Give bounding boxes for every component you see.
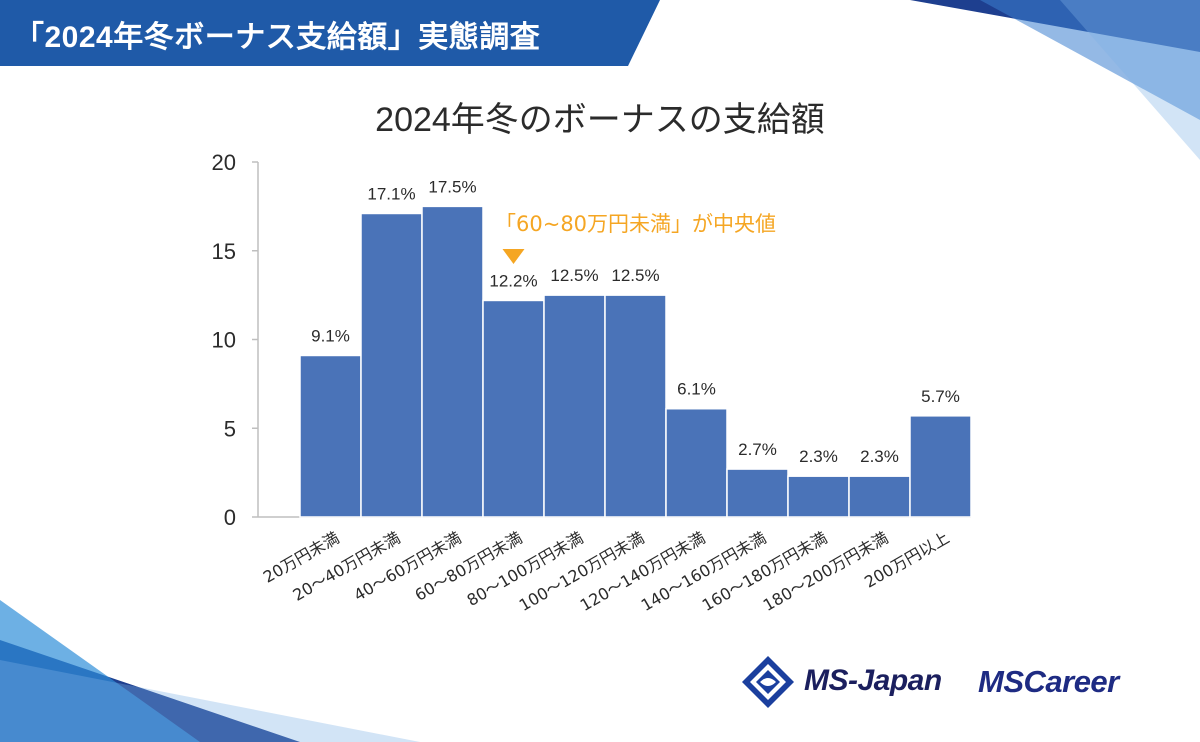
data-label: 6.1% — [677, 380, 716, 399]
y-tick-label: 10 — [212, 328, 236, 353]
data-label: 2.7% — [738, 440, 777, 459]
data-label: 17.5% — [428, 177, 476, 196]
data-label: 17.1% — [367, 184, 415, 203]
data-label: 12.2% — [489, 271, 537, 290]
top-right-accent-light — [980, 0, 1200, 120]
bar — [848, 475, 911, 518]
bar — [909, 415, 972, 518]
median-annotation: 「60~80万円未満」が中央値 — [495, 212, 776, 236]
bar — [665, 407, 728, 518]
bottom-left-accent-light — [0, 600, 200, 742]
y-tick-label: 15 — [212, 239, 236, 264]
bar — [482, 299, 545, 518]
bar — [604, 294, 667, 518]
x-tick-label: 20～40万円未満 — [289, 528, 403, 605]
header-title: 「2024年冬ボーナス支給額」実態調査 — [14, 21, 541, 54]
data-label: 2.3% — [860, 447, 899, 466]
data-label: 2.3% — [799, 447, 838, 466]
data-label: 5.7% — [921, 387, 960, 406]
bar — [421, 205, 484, 518]
ms-career-logo: MSCareer — [978, 664, 1119, 699]
bar — [299, 354, 362, 518]
y-tick-label: 20 — [212, 150, 236, 175]
y-tick-label: 0 — [224, 505, 236, 530]
y-tick-label: 5 — [224, 416, 236, 441]
x-tick-label: 40～60万円未満 — [350, 528, 464, 605]
chart-title: 2024年冬のボーナスの支給額 — [375, 101, 825, 139]
bar — [787, 475, 850, 518]
data-label: 9.1% — [311, 326, 350, 345]
data-label: 12.5% — [550, 266, 598, 285]
ms-japan-logo: MS-Japan — [804, 664, 942, 697]
data-label: 12.5% — [611, 266, 659, 285]
ms-japan-logo-icon — [742, 656, 794, 708]
logo-area: MS-Japan MSCareer — [740, 654, 1170, 710]
bar — [360, 212, 423, 518]
median-arrow-icon — [502, 249, 525, 264]
top-right-accent-pale — [1060, 0, 1200, 160]
header-banner: 「2024年冬ボーナス支給額」実態調査 — [0, 0, 660, 66]
bar — [726, 468, 789, 518]
bottom-left-accent-pale — [0, 660, 420, 742]
bar — [543, 294, 606, 518]
